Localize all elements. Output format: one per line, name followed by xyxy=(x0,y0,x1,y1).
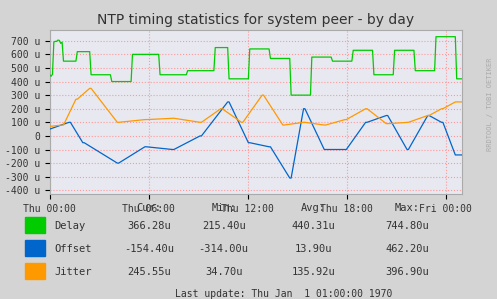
Text: 13.90u: 13.90u xyxy=(294,244,332,254)
Text: -154.40u: -154.40u xyxy=(124,244,174,254)
Text: 245.55u: 245.55u xyxy=(127,267,171,277)
Text: 744.80u: 744.80u xyxy=(386,221,429,231)
Text: 215.40u: 215.40u xyxy=(202,221,246,231)
Text: Max:: Max: xyxy=(395,203,420,213)
Text: Avg:: Avg: xyxy=(301,203,326,213)
Text: 34.70u: 34.70u xyxy=(205,267,243,277)
Text: RRDTOOL / TOBI OETIKER: RRDTOOL / TOBI OETIKER xyxy=(487,58,493,151)
Text: 366.28u: 366.28u xyxy=(127,221,171,231)
Text: 396.90u: 396.90u xyxy=(386,267,429,277)
Text: Delay: Delay xyxy=(55,221,86,231)
Text: 440.31u: 440.31u xyxy=(291,221,335,231)
Text: Last update: Thu Jan  1 01:00:00 1970: Last update: Thu Jan 1 01:00:00 1970 xyxy=(174,289,392,298)
Y-axis label: seconds: seconds xyxy=(0,89,2,135)
Bar xyxy=(25,240,45,256)
Title: NTP timing statistics for system peer - by day: NTP timing statistics for system peer - … xyxy=(97,13,414,27)
Bar xyxy=(25,217,45,233)
Text: Min:: Min: xyxy=(211,203,236,213)
Text: 462.20u: 462.20u xyxy=(386,244,429,254)
Bar xyxy=(25,263,45,279)
Text: 135.92u: 135.92u xyxy=(291,267,335,277)
Text: -314.00u: -314.00u xyxy=(199,244,248,254)
Text: Cur:: Cur: xyxy=(137,203,162,213)
Text: Jitter: Jitter xyxy=(55,267,92,277)
Text: Offset: Offset xyxy=(55,244,92,254)
